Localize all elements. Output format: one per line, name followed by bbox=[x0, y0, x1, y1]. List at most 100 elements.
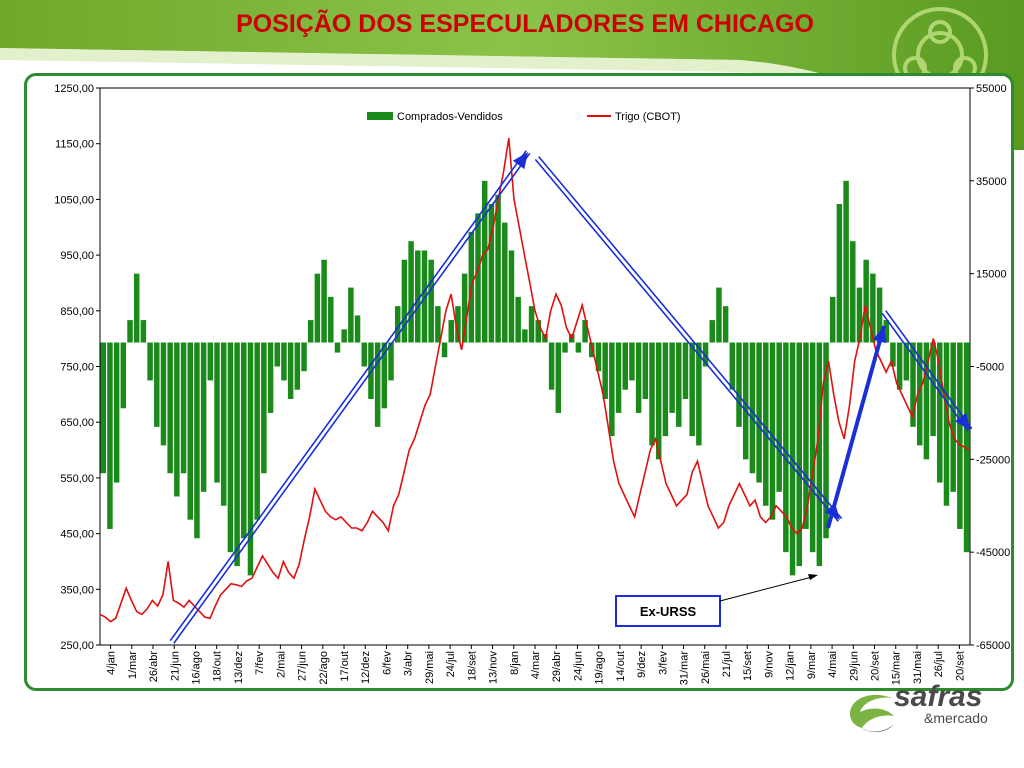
bar bbox=[642, 342, 649, 399]
bar bbox=[689, 342, 695, 437]
bar bbox=[522, 329, 528, 343]
bar bbox=[629, 342, 635, 381]
right-axis-tick-label: -5000 bbox=[976, 362, 1004, 374]
annotation-label: Ex-URSS bbox=[640, 604, 697, 619]
x-axis-tick-label: 8/jan bbox=[509, 651, 521, 675]
bar bbox=[548, 342, 555, 390]
bar bbox=[923, 342, 930, 460]
bar bbox=[401, 259, 408, 343]
bar bbox=[609, 342, 615, 437]
bar bbox=[870, 273, 876, 343]
bar bbox=[816, 342, 823, 567]
bar bbox=[341, 329, 347, 343]
bar bbox=[214, 342, 220, 483]
left-axis-tick-label: 1050,00 bbox=[54, 194, 94, 206]
x-axis-tick-label: 14/out bbox=[615, 651, 627, 682]
bar bbox=[502, 222, 508, 343]
bar bbox=[943, 342, 950, 506]
bar bbox=[910, 342, 916, 427]
safras-logo-icon bbox=[850, 694, 894, 733]
bar bbox=[234, 342, 240, 567]
x-axis-tick-label: 3/fev bbox=[657, 651, 669, 675]
x-axis-tick-label: 29/mai bbox=[424, 651, 436, 684]
left-axis-tick-label: 350,00 bbox=[60, 584, 94, 596]
bar bbox=[408, 241, 414, 343]
bar bbox=[682, 342, 689, 399]
bar bbox=[836, 204, 843, 343]
legend: Comprados-Vendidos Trigo (CBOT) bbox=[367, 111, 681, 123]
x-axis-tick-label: 1/mar bbox=[127, 651, 139, 679]
bar bbox=[435, 306, 441, 343]
x-axis-tick-label: 15/set bbox=[742, 651, 754, 681]
x-axis-tick-label: 9/mar bbox=[806, 651, 818, 679]
x-axis-tick-label: 27/jun bbox=[297, 651, 309, 681]
right-axis-tick-label: -25000 bbox=[976, 454, 1010, 466]
left-axis-tick-label: 250,00 bbox=[60, 640, 94, 652]
x-axis-tick-label: 29/abr bbox=[551, 651, 563, 683]
bar bbox=[950, 342, 956, 492]
x-axis-tick-label: 13/dez bbox=[233, 651, 245, 684]
legend-label-bar: Comprados-Vendidos bbox=[397, 111, 503, 123]
bar bbox=[602, 342, 608, 399]
x-axis-tick-label: 24/jun bbox=[572, 651, 584, 681]
bar bbox=[381, 342, 388, 409]
bar bbox=[455, 306, 461, 343]
bar bbox=[823, 342, 829, 539]
bar bbox=[448, 320, 454, 343]
x-axis-tick-label: 4/mai bbox=[827, 651, 839, 678]
bar bbox=[669, 342, 675, 413]
x-axis-tick-label: 7/fev bbox=[254, 651, 266, 675]
left-axis-tick-label: 850,00 bbox=[60, 306, 94, 318]
bar bbox=[903, 342, 910, 381]
right-axis-tick-label: 15000 bbox=[976, 269, 1007, 281]
bar bbox=[515, 296, 521, 343]
bar bbox=[749, 342, 756, 474]
bar bbox=[957, 342, 963, 529]
x-axis-tick-label: 20/set bbox=[870, 651, 882, 681]
bar bbox=[843, 180, 849, 343]
legend-swatch-bar bbox=[367, 112, 393, 120]
bar bbox=[850, 241, 856, 343]
x-axis-tick-label: 26/abr bbox=[148, 651, 160, 683]
logo-sub-text: &mercado bbox=[924, 710, 988, 726]
bar bbox=[528, 306, 535, 343]
bar bbox=[107, 342, 113, 529]
chart: 1250,00 1150,00 1050,00 950,00 850,00 750,00 6… bbox=[54, 83, 1010, 686]
line-layer bbox=[99, 137, 971, 623]
bar bbox=[676, 342, 682, 427]
left-axis-tick-label: 1250,00 bbox=[54, 83, 94, 95]
x-axis-tick-label: 13/nov bbox=[488, 651, 500, 685]
bar bbox=[461, 273, 468, 343]
bar bbox=[702, 342, 709, 367]
bar bbox=[876, 287, 883, 343]
bar bbox=[247, 342, 254, 576]
bar bbox=[267, 342, 274, 413]
bar bbox=[696, 342, 702, 446]
bar bbox=[555, 342, 562, 413]
bar bbox=[287, 342, 294, 399]
bar bbox=[140, 320, 147, 343]
x-axis-tick-label: 18/set bbox=[466, 651, 478, 681]
bar bbox=[281, 342, 287, 381]
bar bbox=[495, 194, 501, 343]
bar bbox=[582, 320, 588, 343]
bar bbox=[883, 320, 889, 343]
bar bbox=[635, 342, 642, 413]
bar bbox=[274, 342, 280, 367]
left-axis-tick-label: 750,00 bbox=[60, 362, 94, 374]
bar bbox=[763, 342, 769, 506]
x-axis-tick-label: 12/dez bbox=[360, 651, 372, 684]
bar bbox=[374, 342, 381, 427]
x-axis-tick-label: 31/mar bbox=[679, 651, 691, 686]
bar bbox=[154, 342, 160, 427]
bar bbox=[709, 320, 715, 343]
x-axis-tick-label: 29/jun bbox=[848, 651, 860, 681]
x-axis-tick-label: 4/jan bbox=[106, 651, 118, 675]
bar bbox=[649, 342, 655, 446]
bar bbox=[180, 342, 187, 474]
left-axis-tick-label: 450,00 bbox=[60, 529, 94, 541]
bar bbox=[575, 342, 582, 353]
bar bbox=[475, 213, 481, 343]
bar bbox=[354, 315, 361, 343]
x-axis-tick-label: 19/ago bbox=[594, 651, 606, 685]
